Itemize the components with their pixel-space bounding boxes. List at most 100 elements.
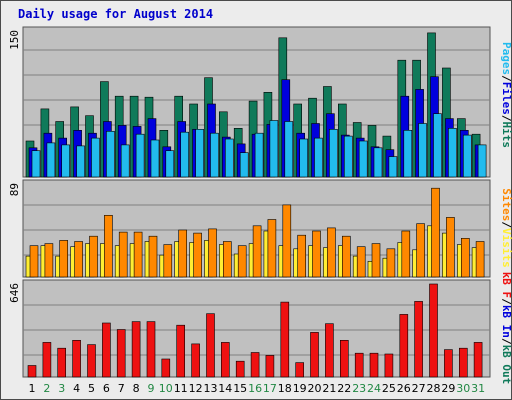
bar-pages-day-27 (418, 123, 427, 178)
bar-pages-day-6 (106, 131, 115, 178)
day-label-28: 28 (427, 382, 441, 395)
day-label-21: 21 (322, 382, 336, 395)
day-label-13: 13 (204, 382, 218, 395)
day-label-9: 9 (148, 382, 155, 395)
bar-kb-f-day-21 (325, 323, 334, 378)
day-label-16: 16 (248, 382, 262, 395)
bar-pages-day-2 (46, 142, 56, 178)
bar-kb-f-day-7 (116, 329, 126, 378)
y-max-label: 89 (8, 183, 21, 196)
bar-sites-day-29 (446, 217, 455, 278)
bar-sites-day-3 (59, 240, 69, 278)
bar-pages-day-17 (269, 120, 279, 178)
bar-pages-day-21 (329, 129, 338, 178)
bar-sites-day-24 (371, 243, 381, 278)
bar-kb-f-day-3 (57, 347, 67, 378)
bar-kb-f-day-1 (27, 365, 37, 378)
bar-kb-f-day-22 (339, 339, 349, 378)
legend-label: kB F (500, 272, 512, 299)
day-label-6: 6 (103, 382, 110, 395)
right-legend-kbf: kB F/kB In/kB Out (500, 272, 512, 385)
bar-kb-f-day-5 (87, 344, 96, 378)
bar-pages-day-14 (225, 138, 234, 178)
bar-sites-day-19 (297, 234, 307, 278)
bar-sites-day-31 (475, 241, 485, 278)
bar-pages-day-31 (477, 144, 487, 178)
legend-label: Sites (500, 188, 512, 221)
legend-label: Hits (500, 122, 512, 149)
bar-sites-day-18 (282, 204, 292, 278)
bar-kb-f-day-29 (444, 349, 453, 378)
bar-sites-day-9 (148, 235, 158, 278)
bar-sites-day-25 (386, 248, 396, 278)
day-label-31: 31 (471, 382, 485, 395)
bar-pages-day-24 (373, 147, 383, 178)
y-max-label: 646 (8, 283, 21, 303)
bar-pages-day-22 (343, 135, 353, 178)
bar-sites-day-1 (29, 245, 39, 278)
chart-title: Daily usage for August 2014 (18, 7, 214, 21)
right-legend-visits-sites: Sites/Visits (500, 188, 512, 268)
bar-pages-day-29 (448, 128, 457, 178)
day-label-11: 11 (174, 382, 188, 395)
day-label-7: 7 (118, 382, 125, 395)
bar-kb-f-day-18 (280, 301, 290, 378)
day-label-1: 1 (29, 382, 36, 395)
bar-pages-day-28 (433, 113, 442, 178)
bar-sites-day-2 (44, 243, 54, 278)
day-label-22: 22 (337, 382, 351, 395)
bar-kb-f-day-6 (102, 322, 111, 378)
day-label-3: 3 (58, 382, 65, 395)
bar-pages-day-20 (314, 137, 323, 178)
bar-sites-day-5 (89, 235, 98, 278)
bar-sites-day-16 (252, 225, 262, 278)
bar-pages-day-13 (210, 132, 219, 178)
bar-pages-day-15 (239, 152, 249, 178)
right-legend-hits-files-pages: Pages/Files/Hits (500, 42, 512, 148)
bar-pages-day-18 (284, 121, 294, 178)
bar-sites-day-10 (163, 244, 173, 278)
legend-label: Visits (500, 228, 512, 268)
bar-sites-day-13 (208, 228, 217, 278)
bar-kb-f-day-8 (131, 321, 141, 378)
bar-kb-f-day-19 (295, 362, 305, 378)
legend-label: kB Out (500, 345, 512, 385)
day-label-19: 19 (293, 382, 307, 395)
bar-kb-f-day-25 (384, 353, 394, 378)
day-label-30: 30 (456, 382, 470, 395)
legend-label: / (500, 115, 512, 122)
legend-label: Pages (500, 42, 512, 75)
bar-kb-f-day-13 (206, 313, 215, 378)
y-max-label: 150 (8, 30, 21, 50)
bar-kb-f-day-17 (265, 355, 275, 378)
bar-pages-day-25 (388, 156, 398, 178)
bar-pages-day-9 (150, 139, 160, 178)
bar-pages-day-11 (180, 131, 189, 178)
day-label-8: 8 (133, 382, 140, 395)
bar-kb-f-day-27 (414, 301, 423, 378)
bar-pages-day-7 (120, 144, 130, 178)
bar-sites-day-28 (431, 187, 440, 278)
day-label-29: 29 (441, 382, 455, 395)
bar-kb-f-day-14 (221, 342, 230, 378)
bar-pages-day-19 (299, 138, 309, 178)
day-label-2: 2 (43, 382, 50, 395)
bar-kb-f-day-30 (458, 347, 468, 378)
legend-label: / (500, 338, 512, 345)
bar-sites-day-17 (267, 219, 277, 278)
day-label-26: 26 (397, 382, 411, 395)
bar-kb-f-day-16 (250, 352, 260, 378)
day-label-15: 15 (233, 382, 247, 395)
bar-pages-day-16 (254, 132, 264, 178)
bar-pages-day-26 (403, 130, 413, 178)
bar-kb-f-day-2 (42, 342, 52, 378)
day-label-24: 24 (367, 382, 381, 395)
bar-kb-f-day-15 (235, 360, 245, 378)
bar-pages-day-10 (165, 150, 175, 178)
bar-kb-f-day-12 (191, 343, 200, 378)
day-label-23: 23 (352, 382, 366, 395)
bar-kb-f-day-20 (310, 332, 319, 378)
bar-sites-day-4 (74, 241, 83, 278)
bar-sites-day-11 (178, 229, 187, 278)
